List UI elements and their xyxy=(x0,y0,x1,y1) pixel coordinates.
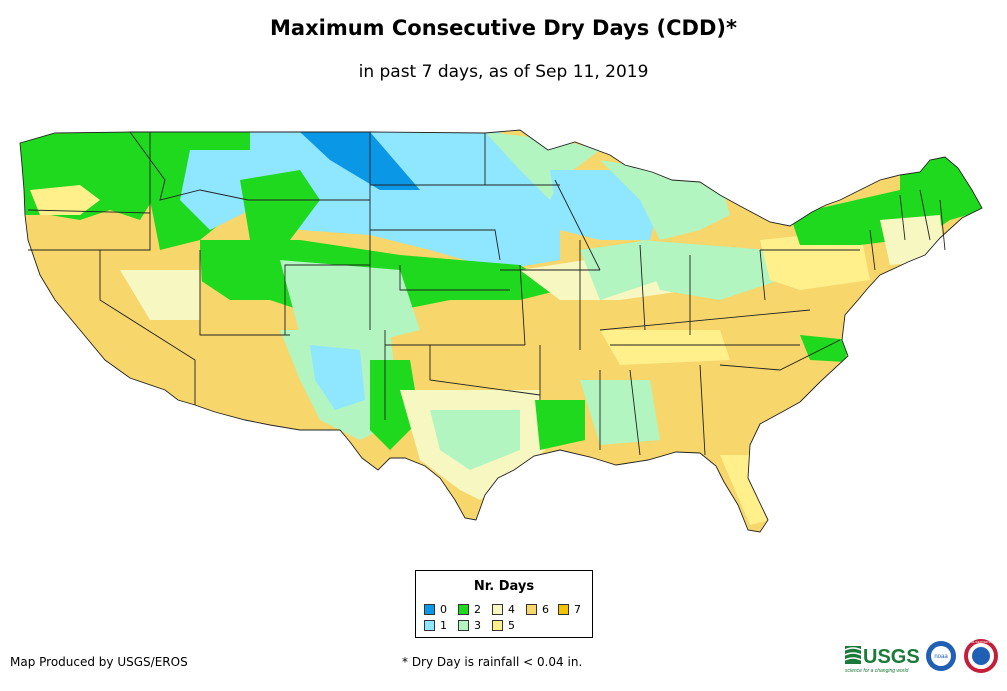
zone-montana-0days xyxy=(300,132,420,190)
legend-swatch-5 xyxy=(492,620,503,631)
usgs-logo: USGS science for a changing world xyxy=(844,646,920,674)
usgs-wave-icon xyxy=(845,646,861,664)
zone-minnesota-3days xyxy=(485,132,600,200)
legend-label-3: 3 xyxy=(474,619,481,632)
legend-label-7: 7 xyxy=(574,603,581,616)
zone-northplains-1day xyxy=(250,132,560,270)
legend-label-2: 2 xyxy=(474,603,481,616)
map-credit: Map Produced by USGS/EROS xyxy=(10,655,188,669)
legend-swatch-1 xyxy=(424,620,435,631)
zone-colorado-3days xyxy=(280,260,420,345)
legend-title: Nr. Days xyxy=(473,579,535,594)
zone-louisiana-2days xyxy=(535,400,585,450)
legend-label-1: 1 xyxy=(440,619,447,632)
usgs-tagline: science for a changing world xyxy=(845,668,909,674)
dry-day-footnote: * Dry Day is rainfall < 0.04 in. xyxy=(402,655,583,669)
zone-tennessee-5days xyxy=(600,330,730,365)
legend-swatch-2 xyxy=(458,604,469,615)
agency-logos: USGS science for a changing world noaa N… xyxy=(844,639,1000,674)
zone-idaho-1day xyxy=(180,150,250,230)
legend-label-6: 6 xyxy=(542,603,549,616)
state-boundaries xyxy=(19,129,983,533)
zone-ohio-3days xyxy=(640,240,780,300)
zone-montana-2days xyxy=(240,170,320,240)
legend-swatch-6 xyxy=(526,604,537,615)
zone-newengland-4days xyxy=(880,215,945,265)
zone-illinois-3days xyxy=(580,240,660,300)
noaa-logo: noaa xyxy=(926,641,956,671)
map-subtitle: in past 7 days, as of Sep 11, 2019 xyxy=(358,62,649,82)
map-title: Maximum Consecutive Dry Days (CDD)* xyxy=(270,16,737,40)
legend-label-0: 0 xyxy=(440,603,447,616)
legend-swatch-7 xyxy=(558,604,569,615)
legend-swatch-3 xyxy=(458,620,469,631)
legend: Nr. Days 0 1 2 3 4 5 6 7 xyxy=(415,570,593,638)
zone-or-5days xyxy=(30,185,100,215)
legend-label-4: 4 xyxy=(508,603,515,616)
legend-swatch-0 xyxy=(424,604,435,615)
zone-texas-3days xyxy=(430,410,520,470)
zone-nevada-4days xyxy=(120,270,200,320)
nws-text: NATIONAL WEATHER SERVICE xyxy=(963,641,1000,644)
us-dry-days-map xyxy=(19,129,983,533)
nws-logo: NATIONAL WEATHER SERVICE xyxy=(963,639,1000,673)
zone-westtexas-2days xyxy=(370,360,420,450)
legend-label-5: 5 xyxy=(508,619,515,632)
noaa-text: noaa xyxy=(934,654,948,660)
legend-swatch-4 xyxy=(492,604,503,615)
usgs-text: USGS xyxy=(863,646,920,668)
zone-newmexico-1day xyxy=(310,345,365,410)
